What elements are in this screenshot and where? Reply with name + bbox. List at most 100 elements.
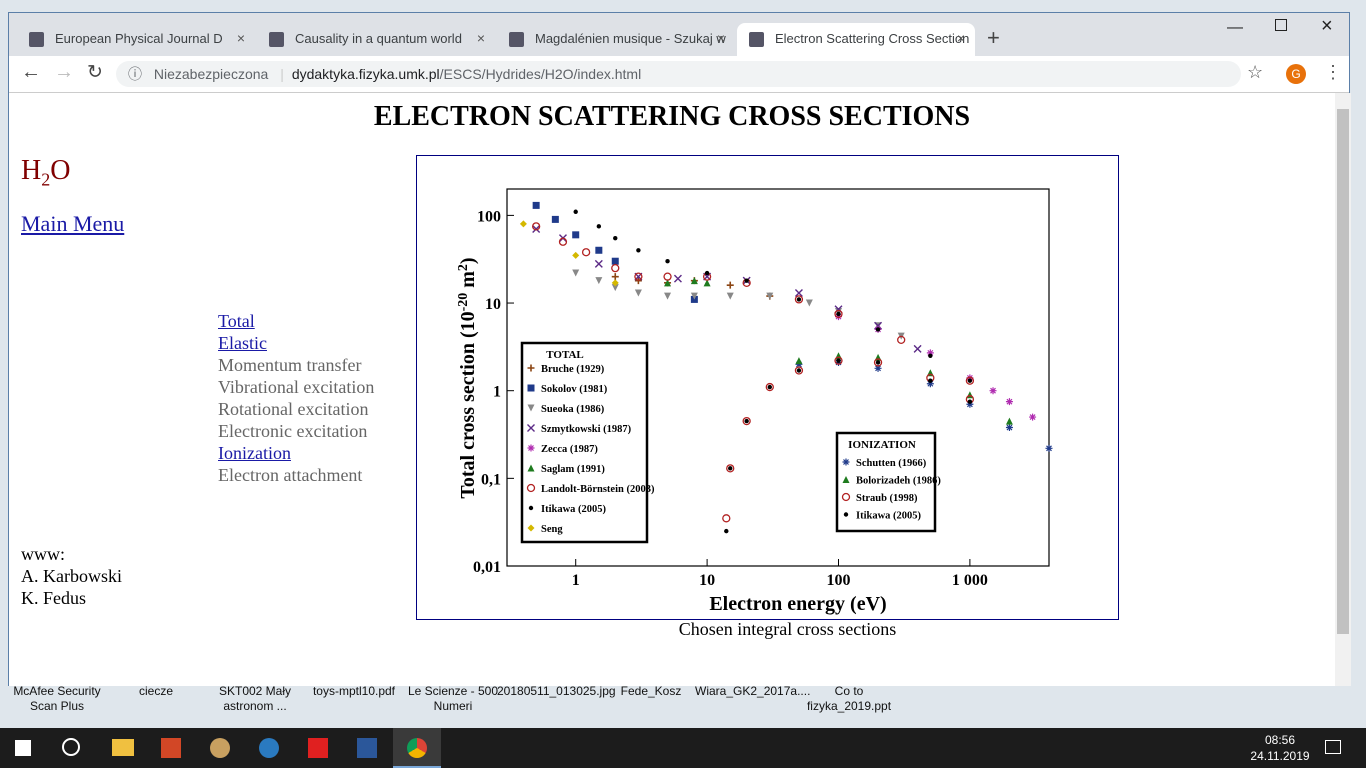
back[interactable]: ← (21, 61, 41, 83)
desktop-icon-label[interactable]: ciecze (138, 684, 173, 698)
tab-icon (509, 32, 524, 47)
data-point (926, 349, 934, 357)
data-point (796, 368, 802, 373)
data-point (1005, 398, 1013, 406)
desktop-icon-label[interactable]: Fede_Kosz (620, 684, 682, 698)
y-axis-label-part: Total cross section (10 (457, 311, 479, 498)
y-axis-label-part: 2 (456, 264, 471, 271)
start-button[interactable] (15, 740, 31, 756)
legend-marker (526, 483, 536, 493)
minimize[interactable]: — (1227, 19, 1243, 36)
tab-close[interactable]: × (476, 30, 485, 46)
info-icon: ⓘ (128, 66, 142, 82)
credit-line: K. Fedus (21, 588, 87, 608)
data-point (572, 251, 580, 259)
molecule-part: H (21, 155, 42, 186)
credit-line: A. Karbowski (21, 566, 122, 586)
tab-close[interactable]: × (236, 30, 245, 46)
menu-link[interactable]: Total (218, 311, 255, 331)
legend-marker (528, 505, 534, 511)
tab[interactable]: European Physical Journal D × (17, 23, 255, 56)
bookmark-star[interactable]: ☆ (1247, 62, 1264, 82)
forward[interactable]: → (54, 61, 74, 83)
desktop-icon-label[interactable]: Co to fizyka_2019.ppt (806, 684, 892, 713)
data-point (965, 376, 975, 385)
menu-link[interactable]: Elastic (218, 333, 267, 353)
data-point (611, 264, 620, 273)
data-point (875, 360, 881, 365)
legend-title: TOTAL (546, 349, 584, 361)
data-point (794, 295, 804, 304)
data-point (726, 464, 735, 473)
pdf-icon[interactable] (308, 738, 328, 758)
close[interactable]: × (1321, 15, 1333, 37)
legend-label: Szmytkowski (1987) (541, 424, 632, 435)
data-point (704, 270, 710, 276)
app-icon[interactable] (259, 738, 279, 758)
explorer-icon[interactable] (112, 739, 134, 756)
data-point (596, 224, 602, 229)
tab[interactable]: Electron Scattering Cross Section × (737, 23, 975, 56)
data-point (805, 299, 813, 307)
search-button[interactable] (62, 738, 80, 756)
clock[interactable]: 08:56 24.11.2019 (1250, 732, 1310, 764)
powerpoint-icon[interactable] (161, 738, 181, 758)
profile[interactable]: G (1286, 64, 1306, 84)
data-point (665, 259, 670, 264)
data-point (634, 289, 642, 297)
maximize[interactable] (1275, 19, 1287, 31)
data-point (636, 248, 641, 253)
chrome-active[interactable] (393, 728, 441, 768)
data-point (766, 292, 774, 300)
chart: 1 10 100 1 000 0,01 0,1 1 10 100 Electron energy … (456, 188, 1053, 615)
data-point (595, 246, 603, 254)
data-point (795, 357, 803, 365)
legend-marker (527, 524, 535, 532)
x-tick-label: 1 000 (952, 572, 988, 589)
desktop-icon-label[interactable]: SKT002 Mały astronom ... (218, 684, 292, 713)
tab-close[interactable]: × (956, 30, 965, 46)
legend-label: Sueoka (1986) (541, 404, 605, 415)
data-point (519, 220, 527, 228)
data-point (673, 274, 682, 283)
tab[interactable]: Causality in a quantum world × (257, 23, 495, 56)
data-point (1029, 413, 1037, 421)
data-point (874, 321, 883, 330)
notifications[interactable] (1325, 740, 1341, 754)
new-tab[interactable]: + (987, 25, 1000, 50)
menu-item: Vibrational excitation (218, 377, 375, 397)
x-tick-label: 1 (572, 572, 580, 589)
data-point (573, 209, 578, 214)
tab[interactable]: Magdalénien musique - Szukaj w × (497, 23, 735, 56)
tab-icon (269, 32, 284, 47)
address-bar[interactable]: ⓘ Niezabezpieczona | dydaktyka.fizyka.umk… (116, 61, 1241, 87)
main-menu-link[interactable]: Main Menu (21, 211, 125, 236)
y-tick-label: 0,1 (481, 471, 501, 488)
scroll-thumb[interactable] (1337, 109, 1349, 634)
desktop-icon-label[interactable]: McAfee Security Scan Plus (13, 684, 101, 713)
y-tick-label: 0,01 (473, 559, 501, 576)
desktop-icon-label[interactable]: toys-mptl10.pdf (312, 684, 396, 698)
menu-link[interactable]: Ionization (218, 443, 291, 463)
desktop-icon-label[interactable]: 20180511_013025.jpg (497, 684, 616, 698)
desktop-icon-label[interactable]: Wiara_GK2_2017a.... (695, 684, 811, 698)
desktop-icon-label[interactable]: Le Scienze - 500 Numeri (407, 684, 499, 713)
data-point (913, 344, 922, 353)
scrollbar[interactable] (1335, 93, 1351, 686)
menu-item: Momentum transfer (218, 355, 362, 375)
desktop: McAfee Security Scan Plus ciecze SKT002 Ma… (13, 684, 892, 713)
data-point (664, 279, 672, 287)
tab-close[interactable]: × (716, 30, 725, 46)
data-point (595, 277, 603, 285)
data-point (765, 382, 774, 392)
word-icon[interactable] (357, 738, 377, 758)
paint-icon[interactable] (210, 738, 230, 758)
data-point (834, 308, 842, 316)
y-axis-label-part: -20 (456, 293, 471, 312)
reload[interactable]: ↻ (87, 62, 103, 83)
data-point (728, 466, 733, 471)
y-axis-label: Total cross section (10-20 m2) (456, 257, 480, 498)
legend-label: Itikawa (2005) (541, 504, 607, 515)
data-point (989, 387, 997, 395)
menu-dots[interactable]: ⋮ (1324, 62, 1342, 82)
